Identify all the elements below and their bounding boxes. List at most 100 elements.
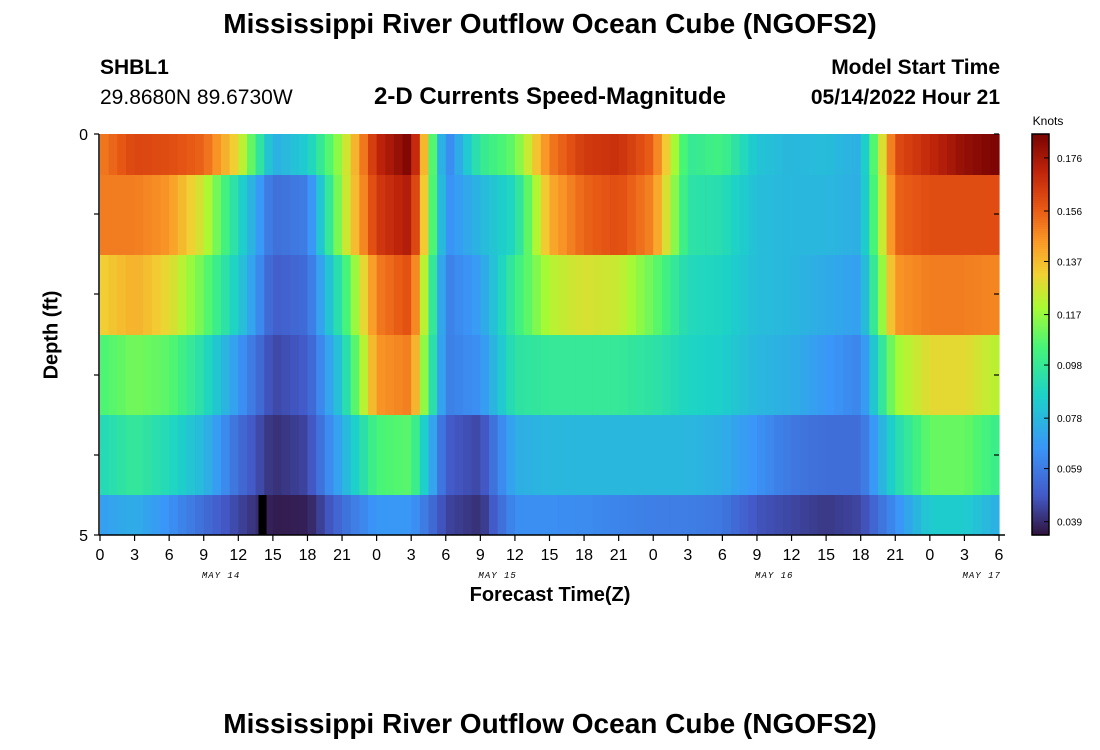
heatmap-cell [316, 175, 326, 255]
x-tick-label: 0 [96, 547, 105, 564]
colorbar-segment [1032, 282, 1049, 285]
colorbar-segment [1032, 524, 1049, 528]
heatmap-cell [298, 134, 309, 175]
colorbar-segment [1032, 216, 1049, 219]
heatmap-cell [497, 495, 507, 535]
heatmap-cell [696, 175, 706, 255]
heatmap-cell [644, 495, 654, 535]
heatmap-cell [376, 415, 386, 495]
date-label: MAY 17 [963, 571, 1001, 581]
heatmap-cell [411, 134, 421, 175]
heatmap-cell [886, 134, 896, 175]
heatmap-cell [281, 335, 291, 415]
heatmap-cell [428, 255, 438, 335]
heatmap-cell [903, 415, 914, 495]
heatmap-cell [877, 495, 888, 535]
colorbar-segment [1032, 226, 1049, 229]
heatmap-cell [411, 255, 421, 335]
heatmap-cell [203, 415, 213, 495]
colorbar-segment [1032, 450, 1049, 454]
heatmap-cell [532, 134, 542, 175]
heatmap-cell [419, 335, 430, 415]
heatmap-cell [955, 415, 966, 495]
colorbar-segment [1032, 432, 1049, 436]
heatmap-cell [558, 415, 568, 495]
colorbar-segment [1032, 510, 1049, 514]
heatmap-cell [722, 495, 732, 535]
date-label: MAY 14 [202, 571, 240, 581]
heatmap-cell [488, 335, 499, 415]
x-tick-label: 0 [372, 547, 381, 564]
heatmap-cell [454, 335, 464, 415]
heatmap-cell [160, 335, 170, 415]
heatmap-cell [272, 175, 283, 255]
heatmap-cell [463, 335, 473, 415]
heatmap-cell [221, 415, 231, 495]
colorbar-segment [1032, 384, 1049, 388]
heatmap-cell [151, 495, 162, 535]
heatmap-cell [376, 175, 386, 255]
colorbar-segment [1032, 486, 1049, 490]
colorbar-segment [1032, 198, 1049, 201]
colorbar-segment [1032, 304, 1049, 308]
heatmap-cell [454, 134, 464, 175]
colorbar-segment [1032, 498, 1049, 502]
heatmap-cell [151, 175, 162, 255]
heatmap-cell [523, 415, 533, 495]
heatmap-cell [722, 415, 732, 495]
heatmap-cell [653, 415, 663, 495]
colorbar-segment [1032, 196, 1049, 199]
heatmap-cell [817, 335, 827, 415]
heatmap-cell [195, 255, 205, 335]
heatmap-cell [731, 415, 741, 495]
colorbar-segment [1032, 456, 1049, 460]
heatmap-cell [610, 335, 620, 415]
heatmap-cell [117, 495, 127, 535]
colorbar-segment [1032, 398, 1049, 402]
heatmap-cell [731, 134, 741, 175]
heatmap-cell [800, 134, 810, 175]
heatmap-cell [359, 255, 369, 335]
colorbar-segment [1032, 428, 1049, 432]
colorbar-segment [1032, 516, 1049, 520]
heatmap-cell [186, 335, 196, 415]
x-tick-label: 15 [264, 547, 282, 564]
heatmap-cell [687, 175, 698, 255]
x-tick-label: 15 [541, 547, 559, 564]
colorbar-segment [1032, 462, 1049, 466]
heatmap-cell [169, 255, 179, 335]
heatmap-cell [419, 495, 430, 535]
heatmap-cell [177, 255, 188, 335]
heatmap-cell [480, 175, 490, 255]
heatmap-cell [661, 255, 672, 335]
colorbar-segment [1032, 148, 1049, 151]
heatmap-cell [592, 415, 602, 495]
heatmap-cell [402, 134, 412, 175]
heatmap-cell [506, 175, 516, 255]
colorbar-segment [1032, 274, 1049, 277]
colorbar-segment [1032, 164, 1049, 167]
heatmap-cell [843, 134, 853, 175]
heatmap-cell [134, 134, 144, 175]
colorbar: Knots 0.176 0.156 0.137 0.117 0.098 0.078 0.059… [1031, 114, 1082, 536]
heatmap-cell [903, 134, 914, 175]
heatmap-cell [437, 175, 447, 255]
heatmap-cell [307, 415, 317, 495]
heatmap-cell [359, 495, 369, 535]
colorbar-tick-label: 0.156 [1057, 207, 1082, 218]
heatmap-cell [307, 134, 317, 175]
colorbar-segment [1032, 206, 1049, 209]
colorbar-segment [1032, 286, 1049, 289]
heatmap-cell [445, 495, 456, 535]
colorbar-segment [1032, 212, 1049, 215]
heatmap-cell [359, 134, 369, 175]
colorbar-segment [1032, 366, 1049, 370]
heatmap-cell [221, 175, 231, 255]
colorbar-segment [1032, 152, 1049, 155]
heatmap-cell [212, 495, 222, 535]
heatmap-cell [566, 495, 577, 535]
heatmap-cell [687, 255, 698, 335]
heatmap-cell [938, 495, 948, 535]
heatmap-cell [817, 495, 827, 535]
heatmap-cell [912, 495, 922, 535]
